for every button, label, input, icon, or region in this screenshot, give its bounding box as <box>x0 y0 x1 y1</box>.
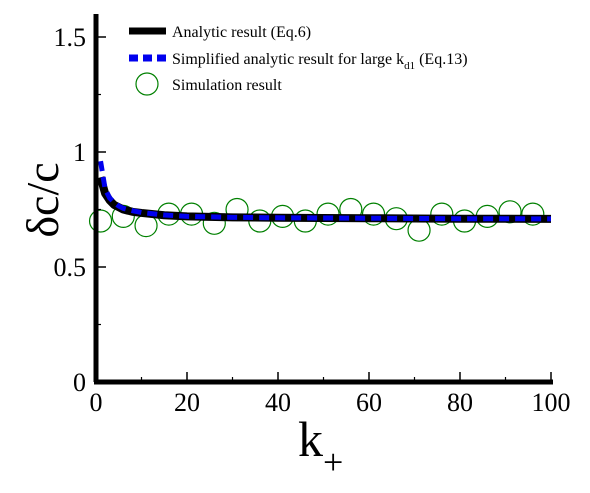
legend-label-simplified-sub: d1 <box>404 60 415 72</box>
x-axis-title-sub: + <box>323 442 343 482</box>
x-axis-title: k+ <box>298 411 343 482</box>
x-tick-label: 20 <box>174 388 200 417</box>
x-tick-label: 100 <box>532 388 571 417</box>
y-tick-label: 1 <box>73 138 86 167</box>
simulation-point <box>498 200 522 224</box>
x-tick-label: 80 <box>447 388 473 417</box>
axes <box>93 14 553 385</box>
simulation-point <box>88 209 113 233</box>
y-tick-label: 0.5 <box>54 253 87 282</box>
legend-label-simplified-tail: (Eq.13) <box>415 51 467 68</box>
plot-marks <box>88 160 552 242</box>
simulation-point <box>521 202 545 226</box>
legend-label-analytic: Analytic result (Eq.6) <box>172 24 311 41</box>
legend: Analytic result (Eq.6) Simplified analyt… <box>129 24 468 96</box>
y-tick-label: 0 <box>73 368 86 397</box>
y-tick-label: 1.5 <box>54 23 87 52</box>
x-axis-title-main: k <box>298 411 323 467</box>
legend-label-simplified-main: Simplified analytic result for large k <box>172 51 404 68</box>
legend-marker-simulation <box>135 72 159 96</box>
simulation-point <box>361 202 386 226</box>
x-tick-label: 40 <box>265 388 291 417</box>
legend-label-simplified: Simplified analytic result for large kd1… <box>172 51 468 72</box>
series-simplified-line <box>98 160 552 222</box>
y-axis-title: δc/c <box>17 162 68 237</box>
x-tick-label: 0 <box>90 388 103 417</box>
x-tick-label: 60 <box>356 388 382 417</box>
tick-group: 0 20 40 60 80 100 0 0.5 1 1.5 <box>54 23 571 417</box>
series-analytic-line <box>96 176 552 223</box>
simulation-point <box>430 202 454 226</box>
legend-label-simulation: Simulation result <box>172 77 282 94</box>
simulation-point <box>202 211 226 235</box>
